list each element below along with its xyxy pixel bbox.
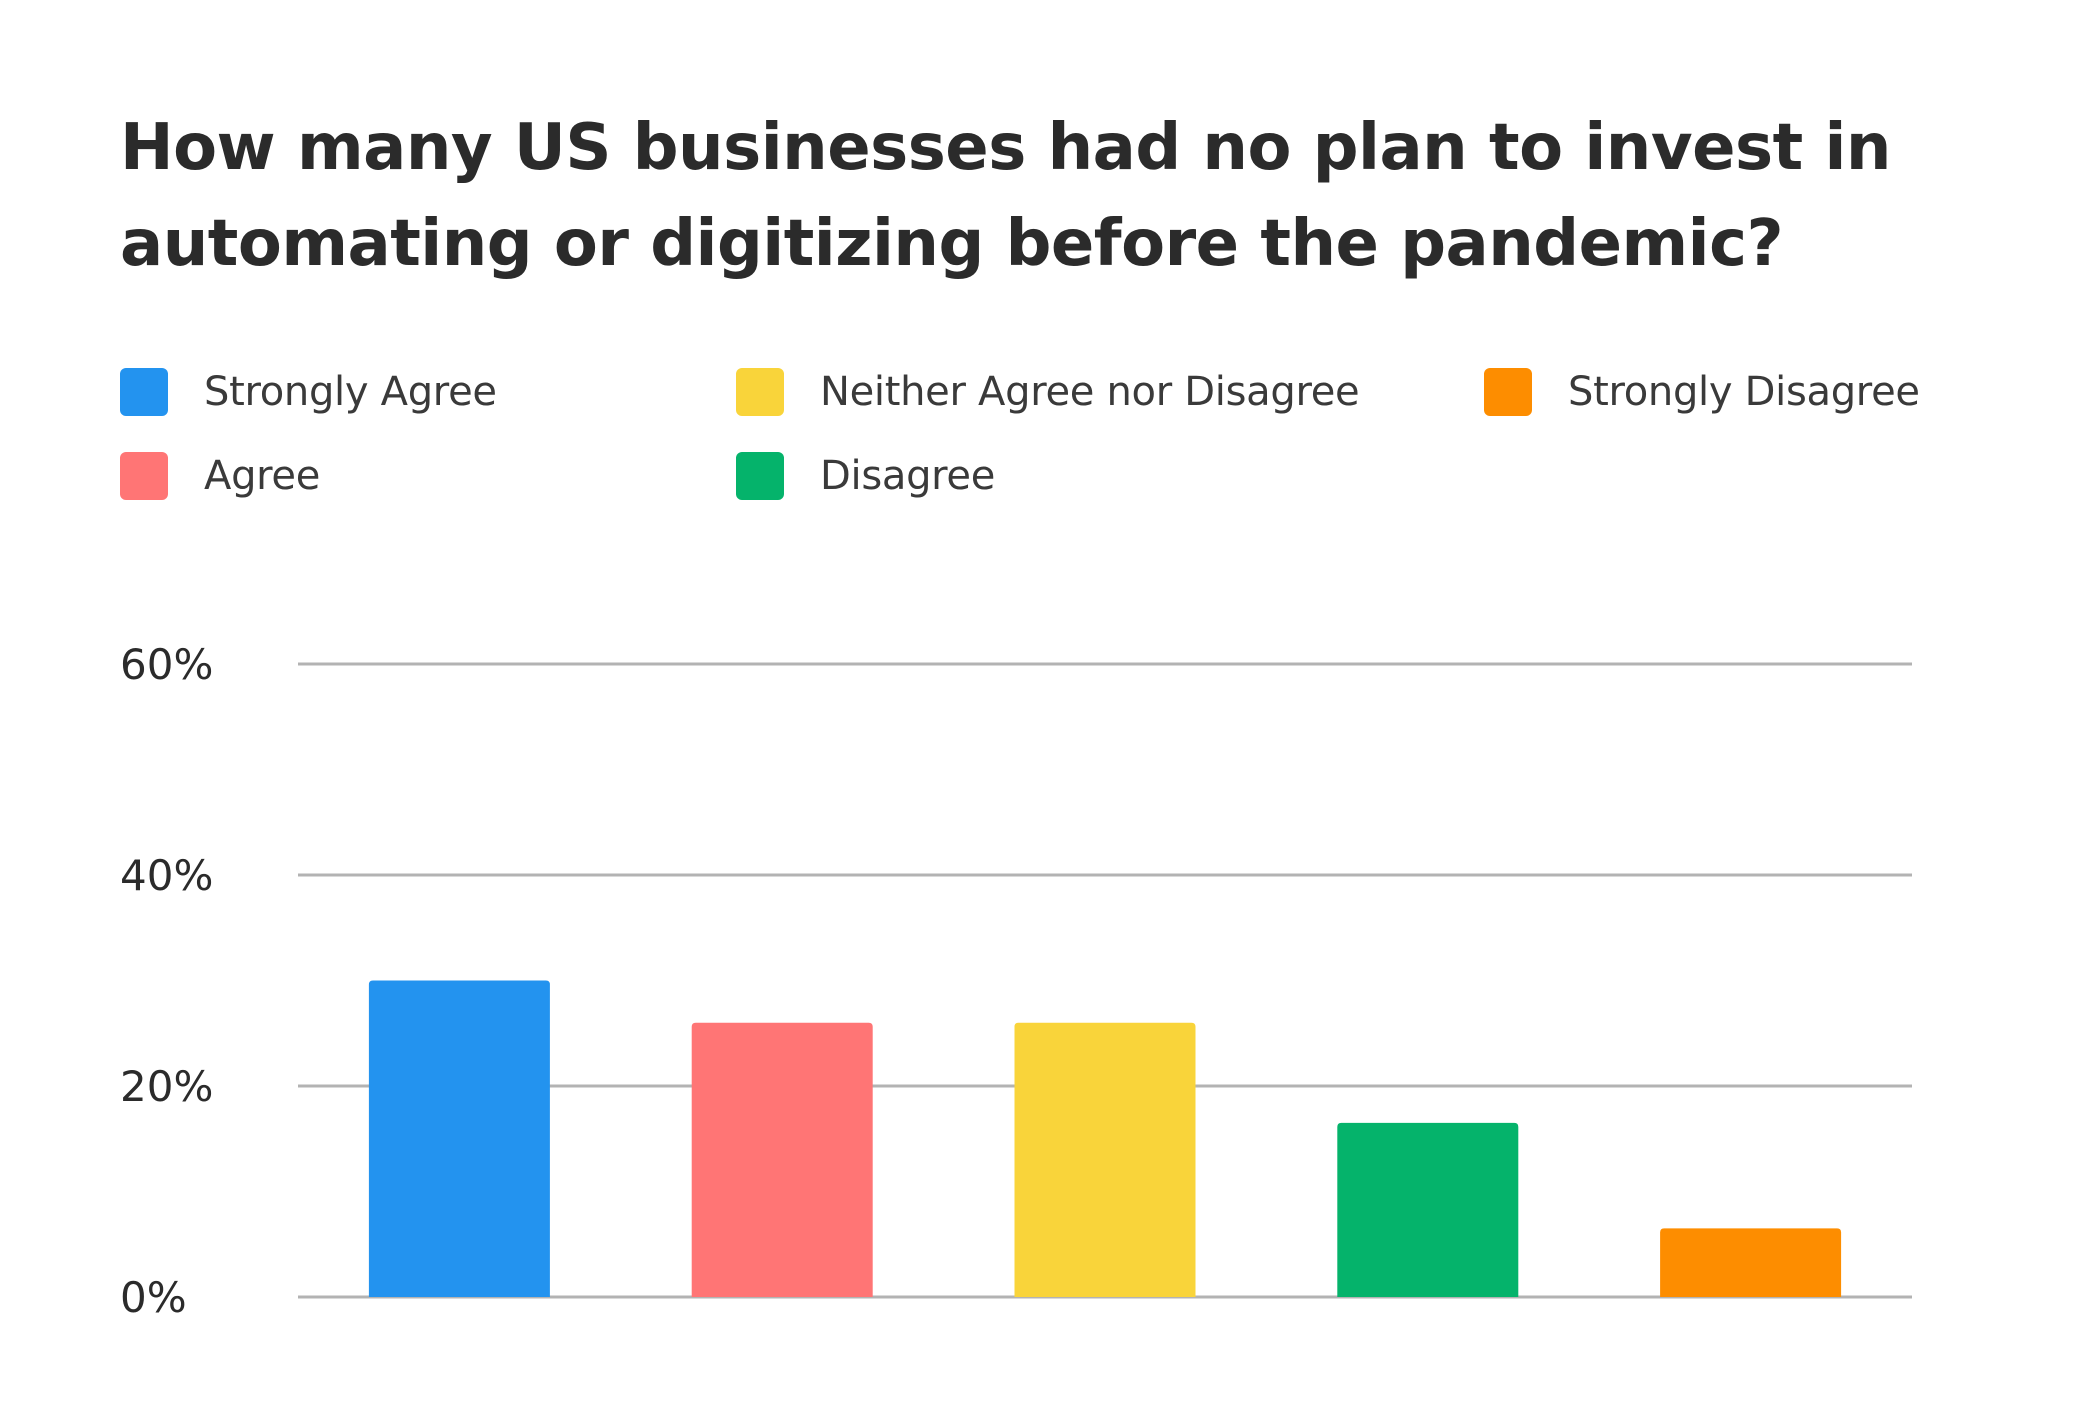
legend-label-strongly-agree: Strongly Agree xyxy=(204,369,497,415)
y-tick-label-0: 0% xyxy=(120,1273,187,1322)
bar-disagree xyxy=(1337,1122,1519,1297)
legend-item-disagree: Disagree xyxy=(736,448,995,504)
legend-item-strongly-agree: Strongly Agree xyxy=(120,364,497,420)
legend-label-disagree: Disagree xyxy=(820,453,996,499)
bars xyxy=(368,980,1842,1297)
legend-swatch-agree xyxy=(120,452,168,500)
bar-strongly-agree xyxy=(368,980,550,1297)
legend-item-agree: Agree xyxy=(120,448,320,504)
bar-agree xyxy=(691,1022,873,1297)
legend-item-neither: Neither Agree nor Disagree xyxy=(736,364,1360,420)
legend-label-strongly-disagree: Strongly Disagree xyxy=(1568,369,1920,415)
legend-item-strongly-disagree: Strongly Disagree xyxy=(1484,364,1920,420)
chart-legend: Strongly Agree Agree Neither Agree nor D… xyxy=(120,364,1920,544)
legend-swatch-disagree xyxy=(736,452,784,500)
legend-swatch-strongly-agree xyxy=(120,368,168,416)
y-axis-ticks: 0% 20% 40% 60% xyxy=(120,640,213,1322)
legend-swatch-strongly-disagree xyxy=(1484,368,1532,416)
y-tick-label-40: 40% xyxy=(120,851,213,900)
bar-neither-agree-nor-disagree xyxy=(1014,1022,1196,1297)
y-tick-label-20: 20% xyxy=(120,1062,213,1111)
legend-swatch-neither xyxy=(736,368,784,416)
legend-label-agree: Agree xyxy=(204,453,321,499)
bar-strongly-disagree xyxy=(1660,1228,1842,1297)
y-tick-label-60: 60% xyxy=(120,640,213,689)
legend-label-neither: Neither Agree nor Disagree xyxy=(820,369,1360,415)
chart-title: How many US businesses had no plan to in… xyxy=(120,111,1891,281)
